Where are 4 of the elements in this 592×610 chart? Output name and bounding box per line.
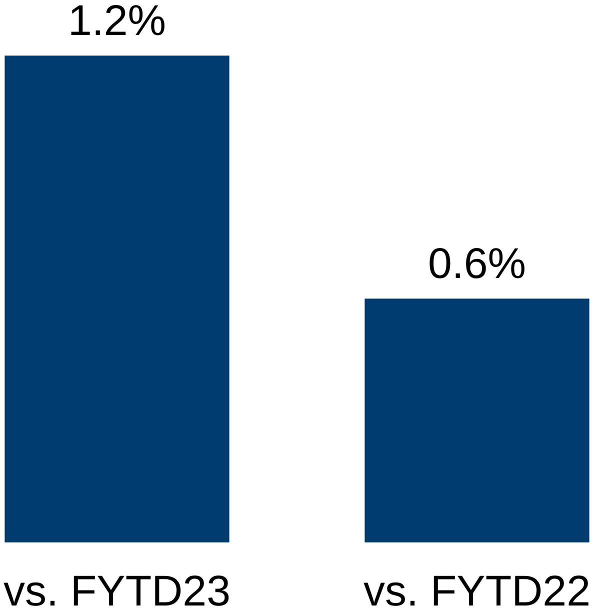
x-tick-label: vs. FYTD23 [4, 568, 230, 610]
data-label: 0.6% [428, 240, 526, 288]
data-label: 1.2% [68, 0, 166, 45]
x-tick-label: vs. FYTD22 [364, 568, 590, 610]
